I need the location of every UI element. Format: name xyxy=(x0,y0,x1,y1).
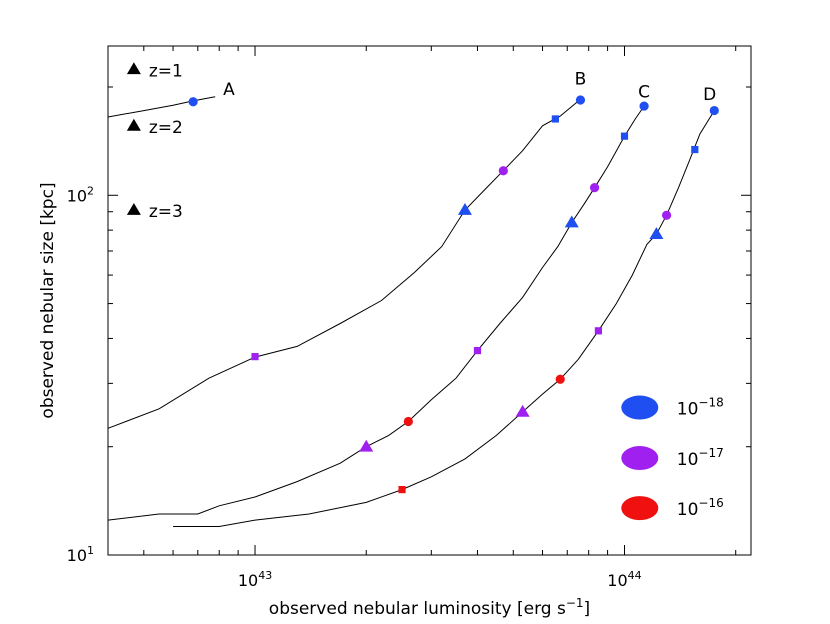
x-axis-label-sup: −1 xyxy=(566,596,584,610)
plot-frame xyxy=(107,45,752,556)
marker-circle-D xyxy=(709,105,719,116)
legend-color-swatch xyxy=(621,446,659,471)
legend-color-swatch xyxy=(621,395,659,420)
marker-circle-C xyxy=(589,183,600,193)
legend xyxy=(126,62,659,521)
marker-triangle-C xyxy=(564,215,579,228)
legend-color-swatch xyxy=(621,496,659,521)
y-tick-label-exp: 1 xyxy=(87,544,94,557)
x-axis-label: observed nebular luminosity [erg s−1] xyxy=(269,596,590,619)
marker-circle-C xyxy=(639,101,649,111)
marker-square-B xyxy=(251,353,259,361)
x-tick-label-base: 10 xyxy=(607,571,627,590)
y-axis-label: observed nebular size [kpc] xyxy=(38,182,58,418)
legend-color-label-exp: −18 xyxy=(698,396,723,410)
y-tick-label: 102 xyxy=(67,184,94,205)
y-tick-label-base: 10 xyxy=(67,186,87,205)
legend-color-label-base: 10 xyxy=(677,500,699,520)
legend-color-label-base: 10 xyxy=(677,450,699,470)
legend-undefined-icon xyxy=(126,203,141,215)
x-axis-label-main: observed nebular luminosity [erg s xyxy=(269,599,566,619)
legend-label-undefined: z=3 xyxy=(149,202,183,222)
series-label-C: C xyxy=(638,82,650,102)
x-axis-label-tail: ] xyxy=(584,599,591,619)
marker-circle-A xyxy=(188,97,198,107)
marker-square-B xyxy=(551,115,559,123)
legend-label-undefined: z=1 xyxy=(149,61,183,81)
marker-triangle-B xyxy=(457,203,472,215)
legend-undefined-icon xyxy=(126,118,141,131)
legend-color-label: 10−17 xyxy=(677,446,724,470)
marker-square-C xyxy=(473,347,482,355)
marker-circle-C xyxy=(403,416,413,427)
y-tick-label-exp: 2 xyxy=(87,184,94,197)
series-line-A xyxy=(107,96,216,118)
marker-square-D xyxy=(594,327,603,335)
series-label-A: A xyxy=(223,80,235,100)
marker-square-D xyxy=(691,145,699,154)
marker-circle-B xyxy=(498,166,508,176)
legend-color-label-exp: −16 xyxy=(698,496,723,510)
marker-square-D xyxy=(398,485,406,494)
marker-triangle-D xyxy=(515,404,530,417)
x-tick-label: 1044 xyxy=(607,569,641,590)
series-line-B xyxy=(107,98,581,429)
legend-color-label: 10−16 xyxy=(677,496,724,520)
x-tick-label-exp: 43 xyxy=(258,569,272,582)
marker-circle-D xyxy=(555,374,565,384)
marker-triangle-C xyxy=(359,439,374,452)
legend-color-label-base: 10 xyxy=(677,400,699,420)
x-tick-label-base: 10 xyxy=(238,571,258,590)
series-label-B: B xyxy=(575,70,587,90)
legend-color-label: 10−18 xyxy=(677,396,724,420)
marker-circle-B xyxy=(575,95,586,105)
x-tick-label: 1043 xyxy=(238,569,272,590)
marker-square-C xyxy=(620,132,629,140)
marker-circle-D xyxy=(661,210,672,220)
series-label-D: D xyxy=(703,85,716,105)
series-markers xyxy=(188,95,719,494)
marker-triangle-D xyxy=(649,227,664,239)
legend-color-label-exp: −17 xyxy=(698,446,723,460)
legend-label-undefined: z=2 xyxy=(149,118,183,138)
legend-undefined-icon xyxy=(126,62,141,75)
y-tick-label-base: 10 xyxy=(67,546,87,565)
x-tick-label-exp: 44 xyxy=(628,569,642,582)
y-tick-label: 101 xyxy=(67,544,94,565)
